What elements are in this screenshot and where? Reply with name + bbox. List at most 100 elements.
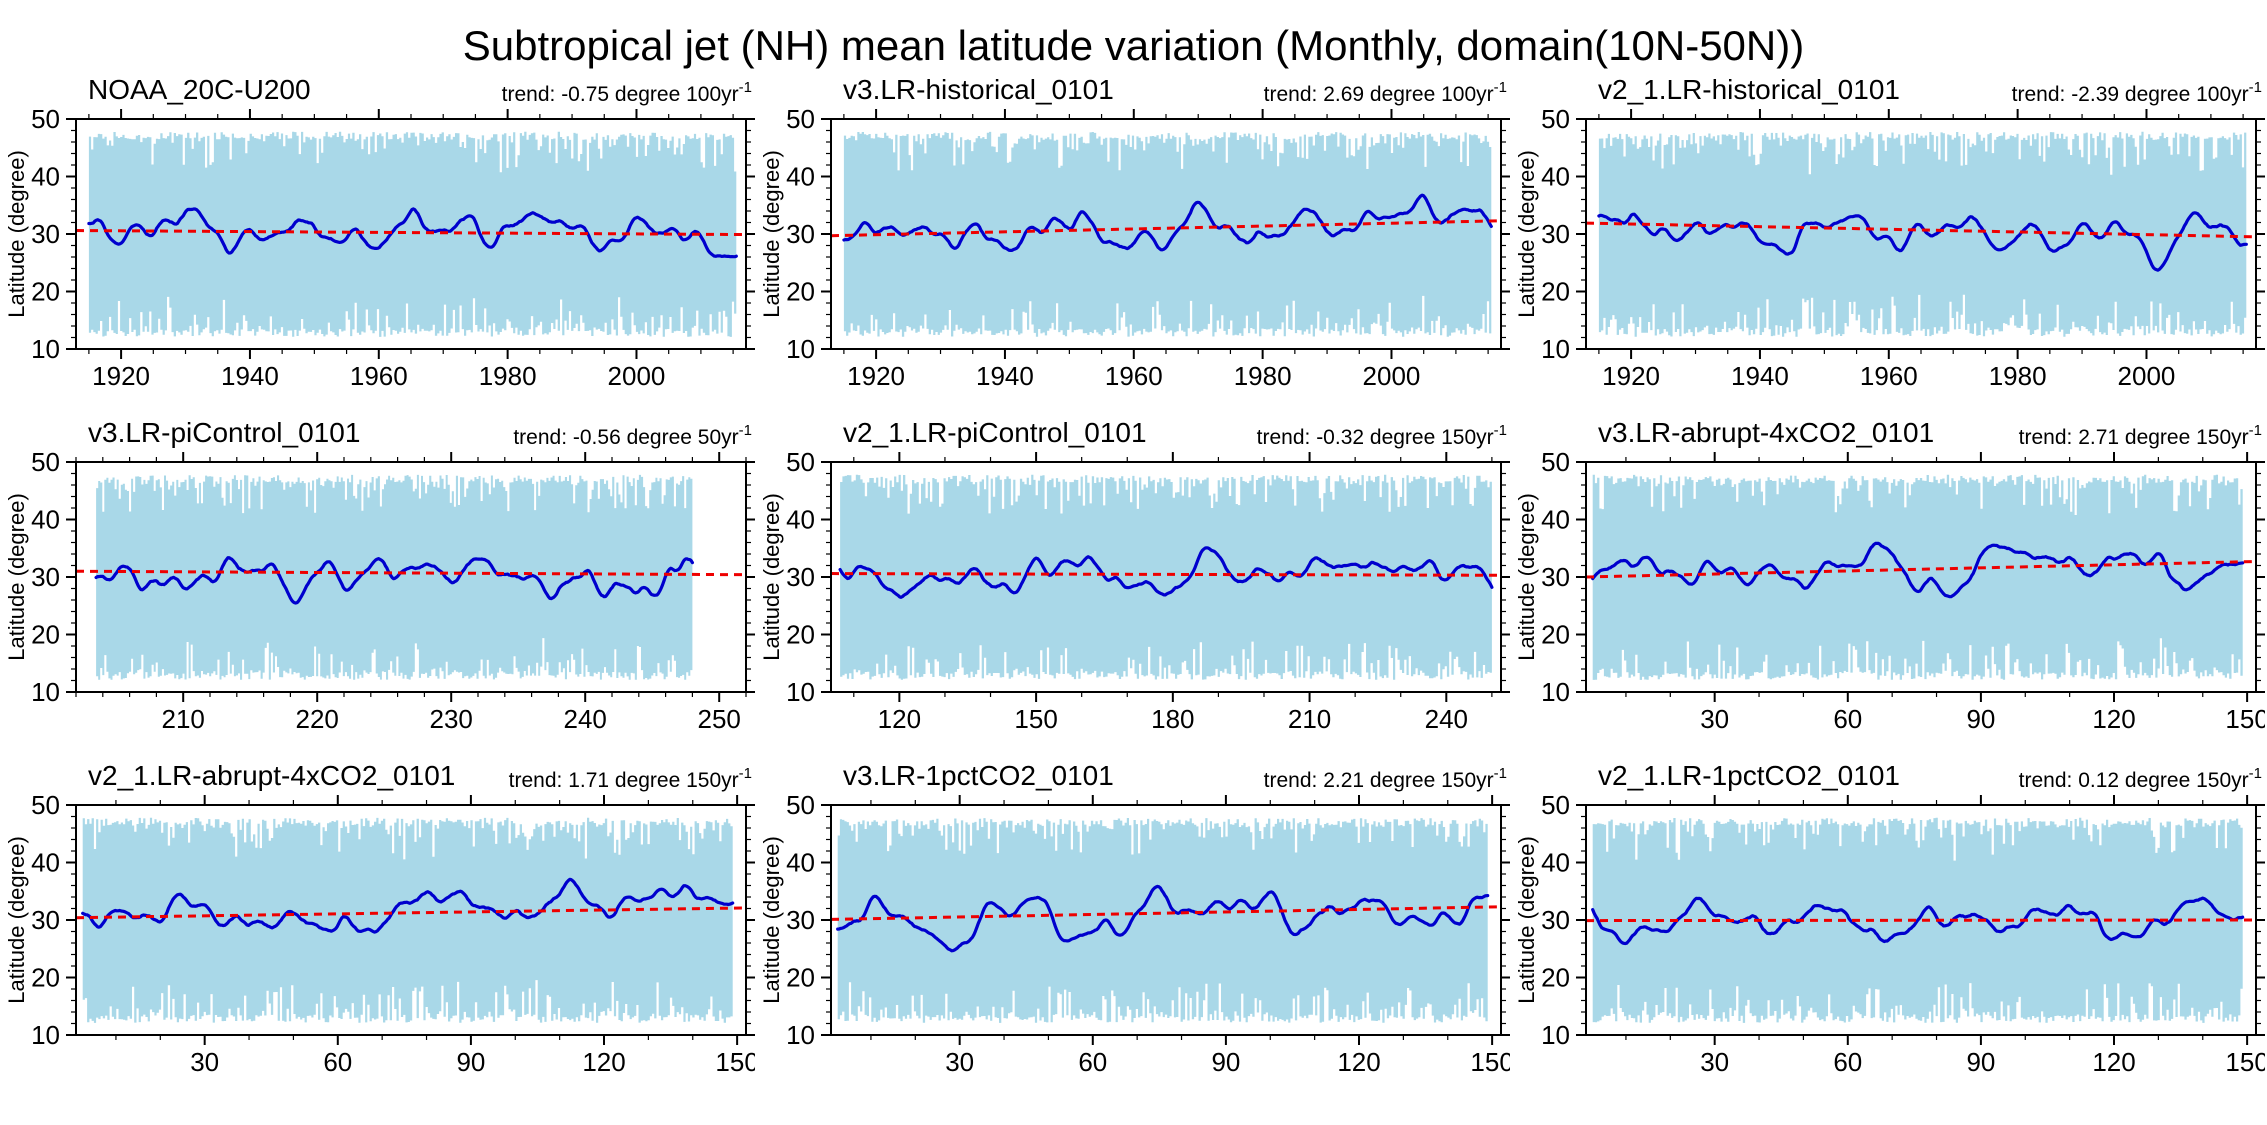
x-tick-label: 90 <box>456 1047 485 1077</box>
x-tick-label: 1940 <box>1731 361 1789 391</box>
y-tick-label: 20 <box>1541 620 1570 650</box>
x-tick-label: 120 <box>878 704 921 734</box>
y-tick-label: 30 <box>786 905 815 935</box>
y-tick-label: 40 <box>786 505 815 535</box>
panel-title: v3.LR-historical_0101 <box>843 74 1114 105</box>
mean-line <box>94 556 694 605</box>
x-tick-label: 2000 <box>1363 361 1421 391</box>
y-tick-label: 20 <box>786 277 815 307</box>
axis-ticks <box>821 795 1511 1045</box>
x-tick-label: 30 <box>190 1047 219 1077</box>
x-tick-label: 240 <box>564 704 607 734</box>
axis-ticks <box>1576 452 2266 702</box>
x-tick-label: 150 <box>1014 704 1057 734</box>
chart-panel-6: 30 60 90 120 150 10 20 30 40 50 Latitude (degree) v… <box>0 759 759 1102</box>
panel-title: v3.LR-piControl_0101 <box>88 417 360 448</box>
panel-title: v2_1.LR-piControl_0101 <box>843 417 1147 448</box>
x-tick-label: 180 <box>1151 704 1194 734</box>
y-tick-label: 50 <box>1541 447 1570 477</box>
x-tick-label: 210 <box>162 704 205 734</box>
axis-ticks <box>1576 109 2266 359</box>
y-tick-label: 10 <box>1541 677 1570 707</box>
trend-label: trend: -2.39 degree 100yr-1 <box>2012 79 2262 106</box>
x-tick-label: 150 <box>2225 704 2265 734</box>
x-tick-label: 150 <box>1470 1047 1510 1077</box>
y-tick-label: 30 <box>786 219 815 249</box>
x-tick-label: 240 <box>1425 704 1468 734</box>
y-tick-label: 40 <box>31 162 60 192</box>
chart-panel-4: 120 150 180 210 240 10 20 30 40 50 Latitude (degre… <box>755 416 1511 759</box>
y-axis-title: Latitude (degree) <box>759 150 784 318</box>
y-tick-label: 40 <box>31 848 60 878</box>
y-tick-label: 10 <box>786 677 815 707</box>
x-tick-label: 120 <box>582 1047 625 1077</box>
x-tick-label: 1940 <box>221 361 279 391</box>
x-tick-label: 1980 <box>1234 361 1292 391</box>
panel-title: v2_1.LR-1pctCO2_0101 <box>1598 760 1900 791</box>
x-tick-label: 1960 <box>350 361 408 391</box>
chart-panel-0: 1920 1940 1960 1980 2000 10 20 30 40 50 Latitude (… <box>0 73 756 416</box>
chart-panel-1: 1920 1940 1960 1980 2000 10 20 30 40 50 Latitude (… <box>755 73 1511 416</box>
x-tick-label: 90 <box>1966 1047 1995 1077</box>
y-tick-label: 30 <box>31 905 60 935</box>
y-tick-label: 40 <box>1541 848 1570 878</box>
panel-title: v2_1.LR-historical_0101 <box>1598 74 1900 105</box>
x-tick-label: 1960 <box>1860 361 1918 391</box>
panel-title: v3.LR-1pctCO2_0101 <box>843 760 1114 791</box>
y-tick-label: 10 <box>31 677 60 707</box>
y-tick-label: 10 <box>1541 1020 1570 1050</box>
y-tick-label: 10 <box>786 1020 815 1050</box>
x-tick-label: 1980 <box>1989 361 2047 391</box>
trend-label: trend: 0.12 degree 150yr-1 <box>2019 765 2262 792</box>
y-tick-label: 40 <box>1541 505 1570 535</box>
y-tick-label: 20 <box>1541 963 1570 993</box>
axis-ticks <box>66 795 756 1045</box>
y-tick-label: 30 <box>31 562 60 592</box>
x-tick-label: 1940 <box>976 361 1034 391</box>
panel-title: NOAA_20C-U200 <box>88 74 311 105</box>
y-tick-label: 10 <box>31 1020 60 1050</box>
band-area <box>88 131 737 337</box>
x-tick-label: 1920 <box>847 361 905 391</box>
mean-line <box>836 884 1490 953</box>
chart-panel-5: 30 60 90 120 150 10 20 30 40 50 Latitude (degree) v… <box>1510 416 2267 759</box>
x-tick-label: 1920 <box>1602 361 1660 391</box>
y-axis-title: Latitude (degree) <box>4 836 29 1004</box>
x-tick-label: 150 <box>715 1047 755 1077</box>
x-tick-label: 30 <box>945 1047 974 1077</box>
mean-line <box>87 207 738 259</box>
chart-panel-3: 210 220 230 240 250 10 20 30 40 50 Latitude (degre… <box>0 416 756 759</box>
x-tick-label: 230 <box>430 704 473 734</box>
x-tick-label: 120 <box>2092 704 2135 734</box>
band-area <box>837 818 1488 1023</box>
y-tick-label: 50 <box>1541 104 1570 134</box>
y-tick-label: 40 <box>31 505 60 535</box>
band-area <box>840 474 1492 680</box>
y-tick-label: 30 <box>1541 905 1570 935</box>
y-tick-label: 50 <box>786 447 815 477</box>
x-tick-label: 60 <box>1078 1047 1107 1077</box>
y-tick-label: 40 <box>786 162 815 192</box>
y-axis-title: Latitude (degree) <box>4 493 29 661</box>
y-tick-label: 20 <box>31 277 60 307</box>
y-tick-label: 50 <box>786 790 815 820</box>
page-title: Subtropical jet (NH) mean latitude varia… <box>462 22 1805 69</box>
mean-line <box>1591 541 2245 599</box>
y-tick-label: 20 <box>786 620 815 650</box>
x-tick-label: 1980 <box>479 361 537 391</box>
x-tick-label: 120 <box>1337 1047 1380 1077</box>
band-area <box>1592 474 2243 680</box>
y-tick-label: 10 <box>1541 334 1570 364</box>
x-tick-label: 1920 <box>92 361 150 391</box>
y-axis-title: Latitude (degree) <box>1514 836 1539 1004</box>
trend-label: trend: -0.75 degree 100yr-1 <box>502 79 752 106</box>
panel-grid: 1920 1940 1960 1980 2000 10 20 30 40 50 Latitude (… <box>0 73 2267 1102</box>
axis-ticks <box>1576 795 2266 1045</box>
x-tick-label: 1960 <box>1105 361 1163 391</box>
